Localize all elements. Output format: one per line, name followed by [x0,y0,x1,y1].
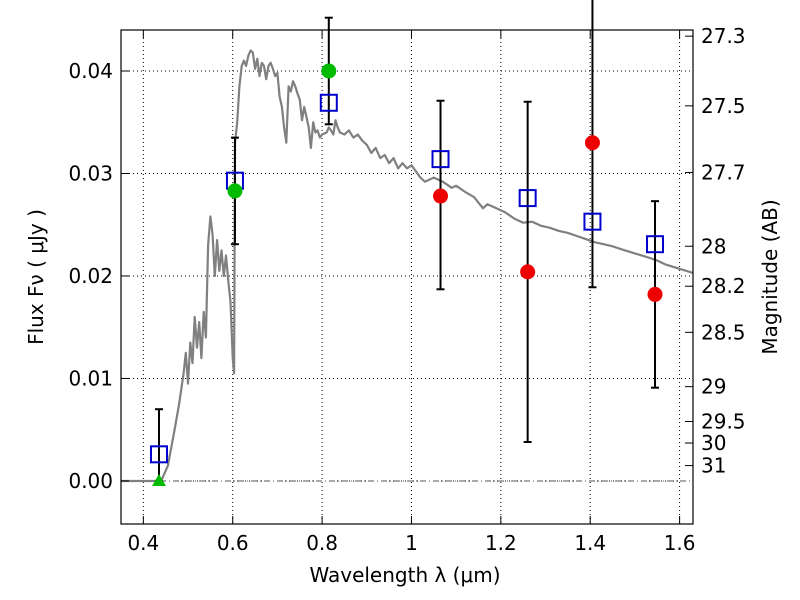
model-photometry-square [319,93,338,112]
model-photometry-square [149,445,168,464]
x-axis-title: Wavelength λ (μm) [309,563,500,587]
x-tick-label: 1.2 [485,531,517,555]
model-photometry-square [583,212,602,231]
right-tick-label: 28.2 [701,274,746,298]
y-tick-label: 0.02 [68,264,113,288]
right-tick-label: 29.5 [701,410,746,434]
model-curve-layer [121,49,694,483]
x-tick-label: 0.8 [306,531,338,555]
observed-point-green [321,63,337,79]
upper-limit-triangle [151,473,166,486]
x-tick-label: 0.6 [217,531,249,555]
model-photometry-square [431,150,450,169]
right-tick-label: 28.5 [701,320,746,344]
model-sed-curve [121,49,694,483]
y-tick-label: 0.03 [68,161,113,185]
model-photometry-square [518,189,537,208]
right-tick-label: 27.3 [701,24,746,48]
right-tick-label: 27.7 [701,160,746,184]
errorbar-layer [154,0,660,482]
tick-label-layer: 0.4 0.6 0.8 1 1.2 1.4 1.6 0.00 0.01 0.02 0.03 0.04 2… [68,24,745,555]
y-tick-label: 0.00 [68,469,113,493]
right-tick-label: 29 [701,375,726,399]
observed-point-red [647,286,663,302]
y-tick-label: 0.04 [68,59,113,83]
tick-layer [121,30,693,524]
x-tick-label: 0.4 [127,531,159,555]
right-tick-label: 27.5 [701,94,746,118]
observed-point-red [584,135,600,151]
x-tick-label: 1.4 [574,531,606,555]
right-tick-label: 30 [701,431,726,455]
observed-point-red [433,188,449,204]
right-tick-label: 28 [701,234,726,258]
y-axis-title: Flux Fν ( μJy ) [24,209,48,345]
y-tick-label: 0.01 [68,366,113,390]
model-photometry-square [646,235,665,254]
observed-point-red [520,264,536,280]
marker-layer [149,63,665,486]
x-tick-label: 1 [405,531,418,555]
x-tick-label: 1.6 [664,531,696,555]
right-tick-label: 31 [701,454,726,478]
right-axis-title: Magnitude (AB) [758,199,782,354]
plot-frame [120,29,694,525]
observed-point-green [227,183,243,199]
grid [121,30,693,524]
